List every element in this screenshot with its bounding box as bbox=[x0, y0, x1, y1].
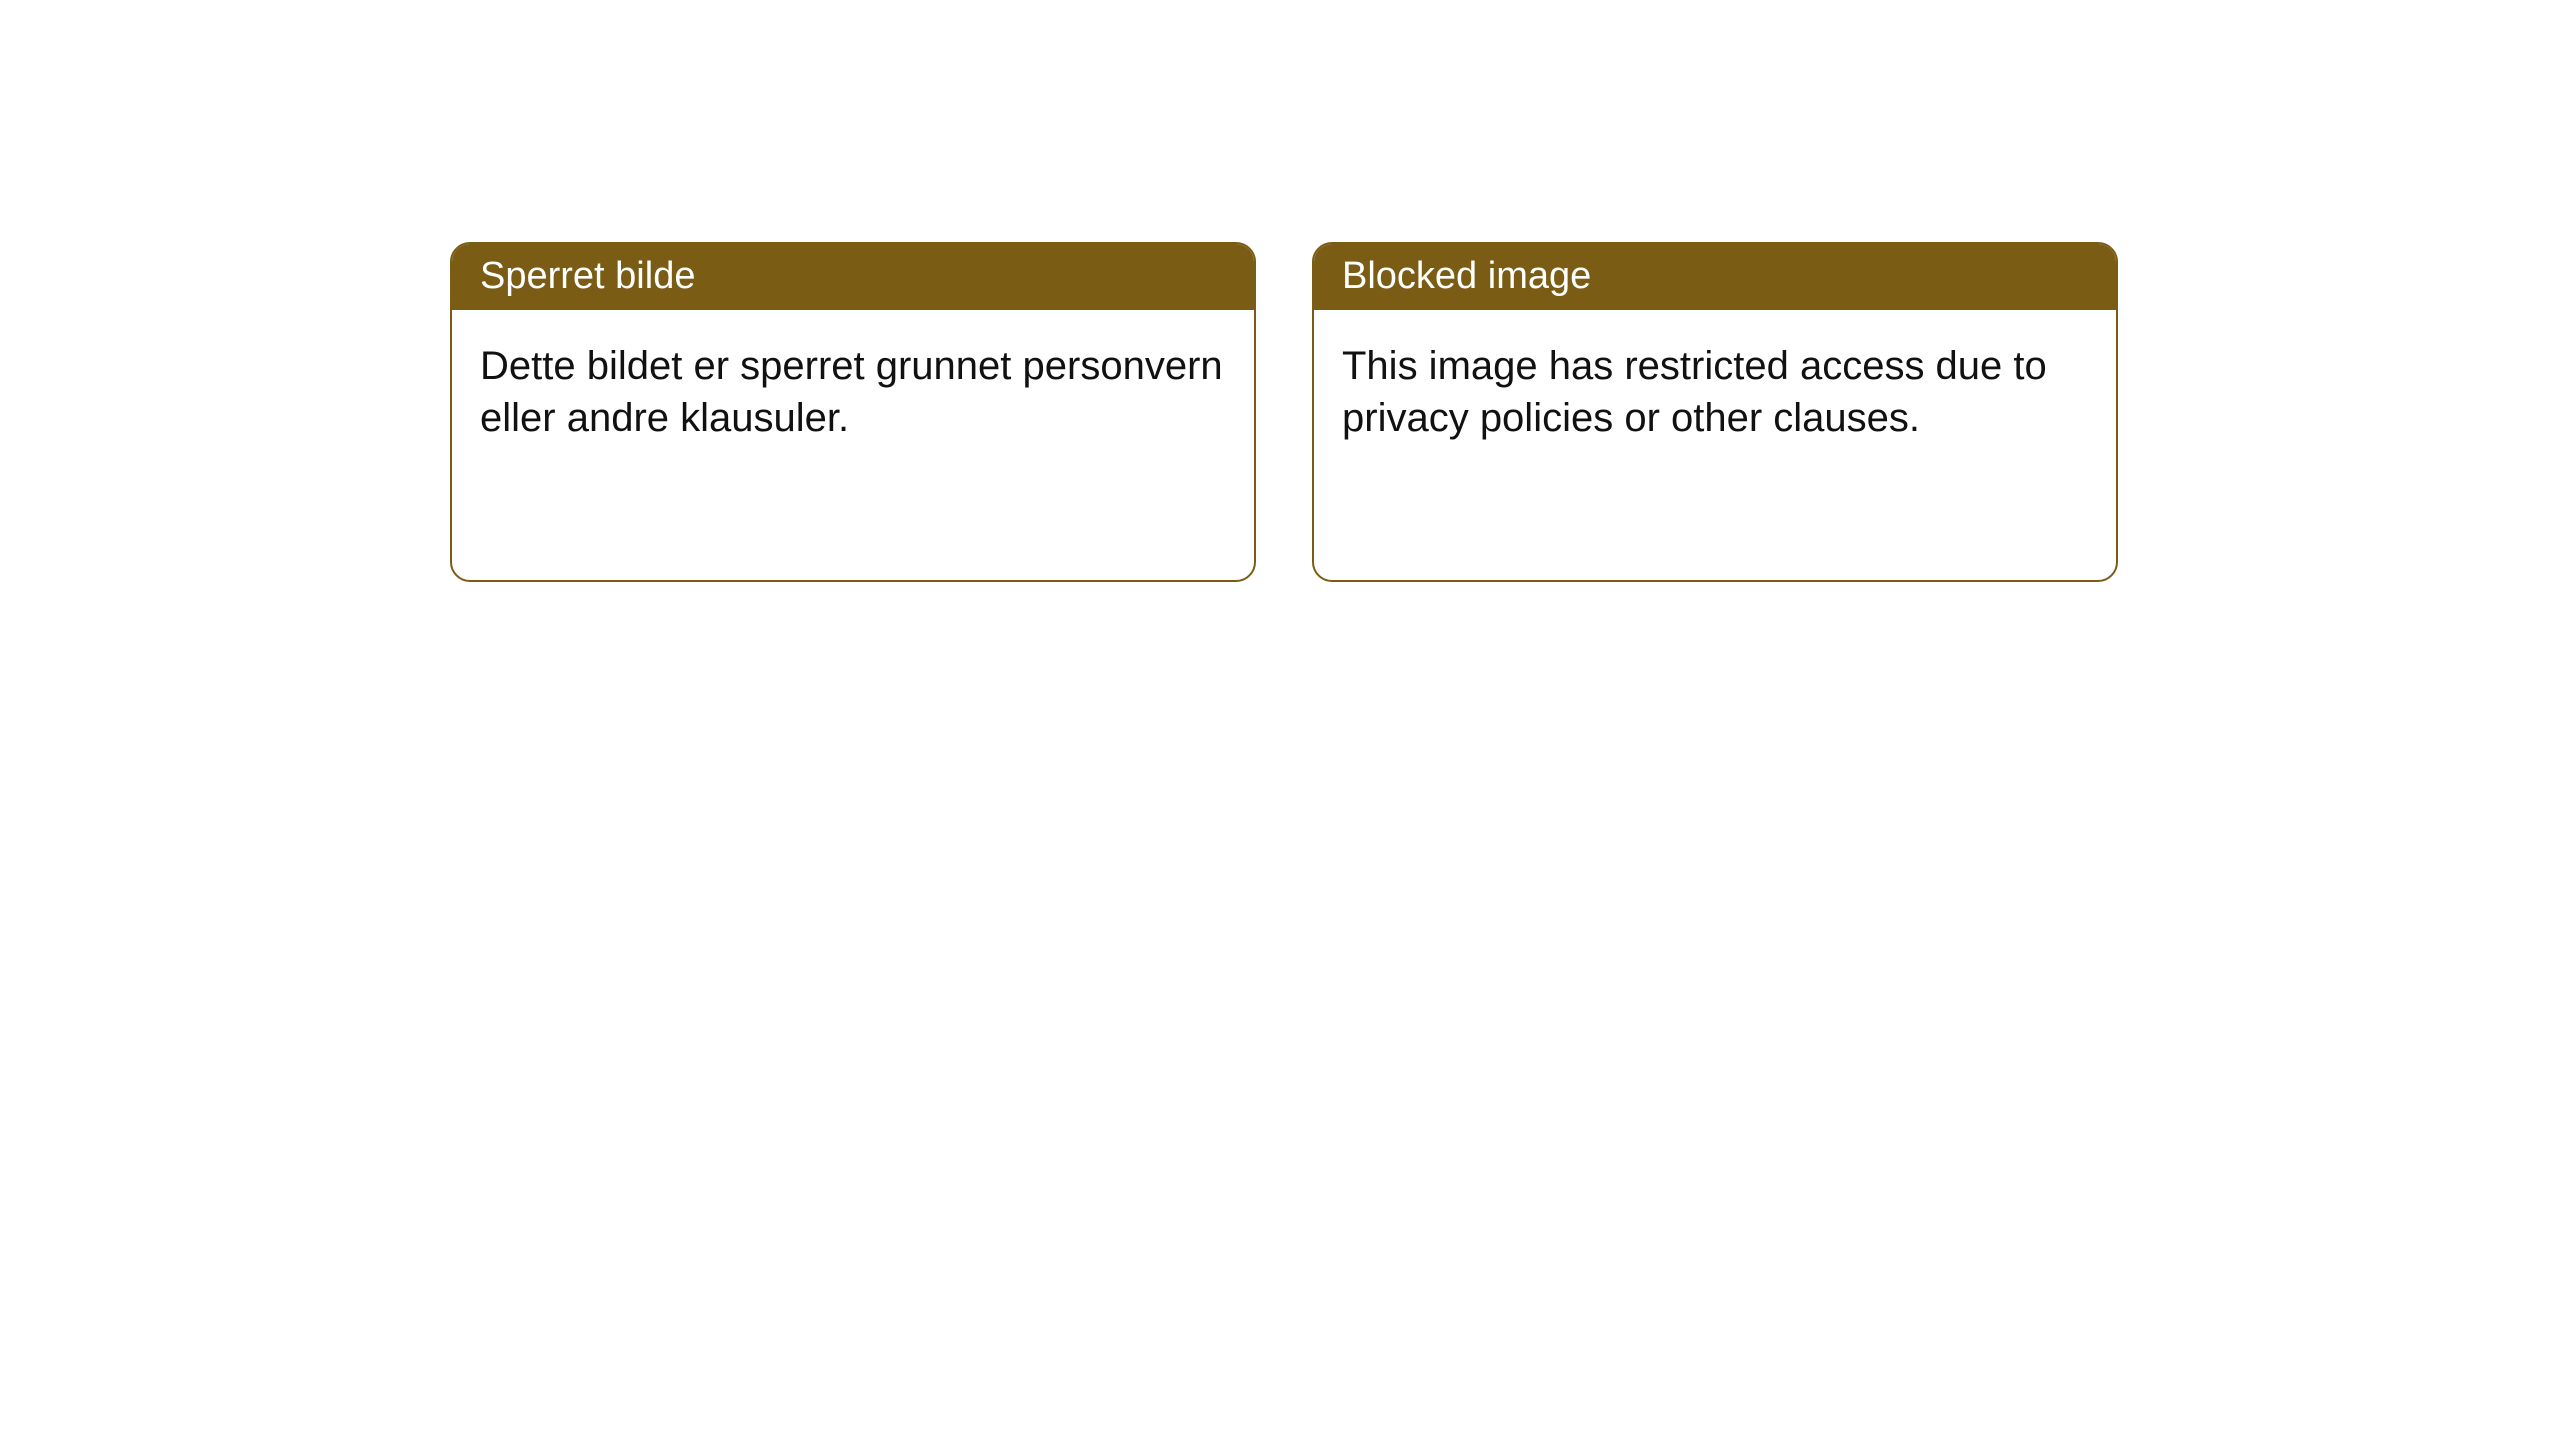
notice-card-english: Blocked image This image has restricted … bbox=[1312, 242, 2118, 582]
notice-title: Sperret bilde bbox=[452, 244, 1254, 310]
notice-card-norwegian: Sperret bilde Dette bildet er sperret gr… bbox=[450, 242, 1256, 582]
notice-title: Blocked image bbox=[1314, 244, 2116, 310]
notice-body: Dette bildet er sperret grunnet personve… bbox=[452, 310, 1254, 580]
notice-body: This image has restricted access due to … bbox=[1314, 310, 2116, 580]
notice-container: Sperret bilde Dette bildet er sperret gr… bbox=[0, 0, 2560, 582]
